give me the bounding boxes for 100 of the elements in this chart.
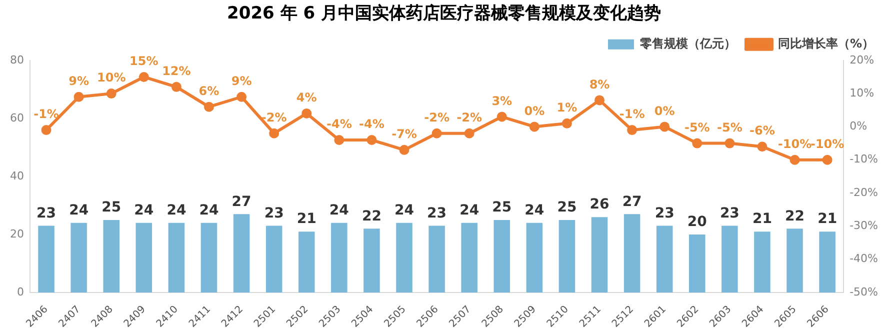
y-tick-label: 80 (10, 53, 24, 66)
point (692, 138, 702, 148)
data-label: 27 (232, 194, 252, 210)
y2-tick-label: 20% (850, 53, 874, 66)
bar (136, 222, 152, 293)
legend-label: 同比增长率（%） (778, 36, 874, 51)
data-label: 21 (752, 211, 772, 228)
data-label: 26 (590, 196, 610, 213)
data-label: -10% (810, 137, 844, 152)
data-label: -4% (326, 117, 352, 132)
data-label: 12% (162, 64, 191, 78)
point (660, 122, 670, 132)
data-label: -5% (684, 120, 710, 134)
data-label: 23 (264, 205, 284, 222)
data-label: -2% (456, 110, 482, 124)
point (138, 72, 149, 82)
point (562, 118, 572, 128)
point (464, 128, 474, 138)
y-tick-label: 20 (10, 227, 24, 240)
data-label: 21 (818, 211, 838, 228)
data-label: 22 (785, 208, 805, 224)
data-label: 22 (362, 208, 382, 224)
data-label: 24 (69, 202, 89, 219)
bar (689, 234, 706, 293)
point (594, 95, 605, 106)
point (366, 134, 377, 145)
chart-title: 2026 年 6 月中国实体药店医疗器械零售规模及变化趋势 (227, 4, 661, 24)
point (74, 92, 84, 102)
data-label: 3% (492, 94, 512, 108)
data-label: -10% (778, 137, 812, 152)
y-tick-label: 60 (10, 111, 24, 124)
y-tick-label: 0 (16, 285, 24, 298)
data-label: -2% (424, 110, 450, 124)
data-label: 24 (394, 202, 414, 219)
data-label: 23 (654, 205, 674, 222)
data-label: 24 (134, 202, 154, 219)
legend-label: 零售规模（亿元） (638, 36, 736, 51)
data-label: -1% (34, 107, 59, 122)
data-label: 9% (231, 74, 252, 88)
data-label: 20 (687, 214, 708, 230)
bar (364, 228, 380, 293)
point (171, 82, 182, 92)
point (627, 125, 638, 136)
data-label: -2% (261, 110, 287, 124)
data-label: 23 (36, 205, 56, 222)
bar (786, 228, 803, 293)
data-label: 15% (130, 54, 158, 68)
data-label: 25 (102, 200, 122, 216)
point (302, 108, 312, 118)
y2-tick-label: 10% (850, 86, 874, 100)
bar (558, 220, 576, 293)
point (432, 128, 442, 138)
data-label: 24 (524, 202, 544, 219)
data-label: 10% (96, 70, 126, 85)
bar (70, 222, 87, 293)
data-label: 4% (296, 90, 317, 105)
point (724, 138, 735, 148)
bar (754, 232, 770, 293)
data-label: 9% (68, 74, 89, 88)
y2-tick-label: -50% (850, 285, 878, 298)
bar (168, 222, 185, 293)
data-label: 25 (492, 200, 512, 216)
bar (494, 220, 510, 293)
point (269, 128, 280, 138)
bar (624, 214, 640, 293)
data-label: 24 (199, 202, 219, 219)
point (790, 154, 800, 165)
y-tick-label: 40 (10, 169, 24, 182)
data-label: 8% (589, 77, 610, 92)
bar (591, 217, 608, 293)
data-label: -5% (717, 120, 742, 134)
bar (200, 222, 218, 293)
y2-tick-label: -30% (850, 219, 878, 232)
data-label: 21 (296, 211, 316, 228)
bar (461, 222, 478, 293)
data-label: -7% (392, 127, 417, 142)
bar (428, 226, 445, 293)
bar (266, 226, 282, 293)
y2-tick-label: -10% (850, 152, 878, 166)
y2-tick-label: 0% (850, 120, 868, 133)
point (334, 134, 344, 145)
data-label: 0% (524, 104, 545, 118)
data-label: -4% (359, 117, 384, 132)
data-label: -1% (619, 107, 645, 122)
data-label: -6% (750, 124, 775, 138)
bar (656, 226, 673, 293)
point (399, 144, 410, 155)
data-label: 24 (329, 202, 350, 219)
data-label: 25 (557, 200, 577, 216)
point (822, 154, 832, 165)
data-label: 24 (460, 202, 480, 219)
point (496, 112, 507, 122)
point (41, 125, 52, 136)
bar (103, 220, 120, 293)
bar (233, 214, 250, 293)
data-label: 1% (556, 100, 578, 115)
bar (819, 232, 836, 293)
y2-tick-label: -40% (850, 252, 878, 266)
data-label: 6% (198, 84, 220, 98)
point (529, 122, 540, 132)
